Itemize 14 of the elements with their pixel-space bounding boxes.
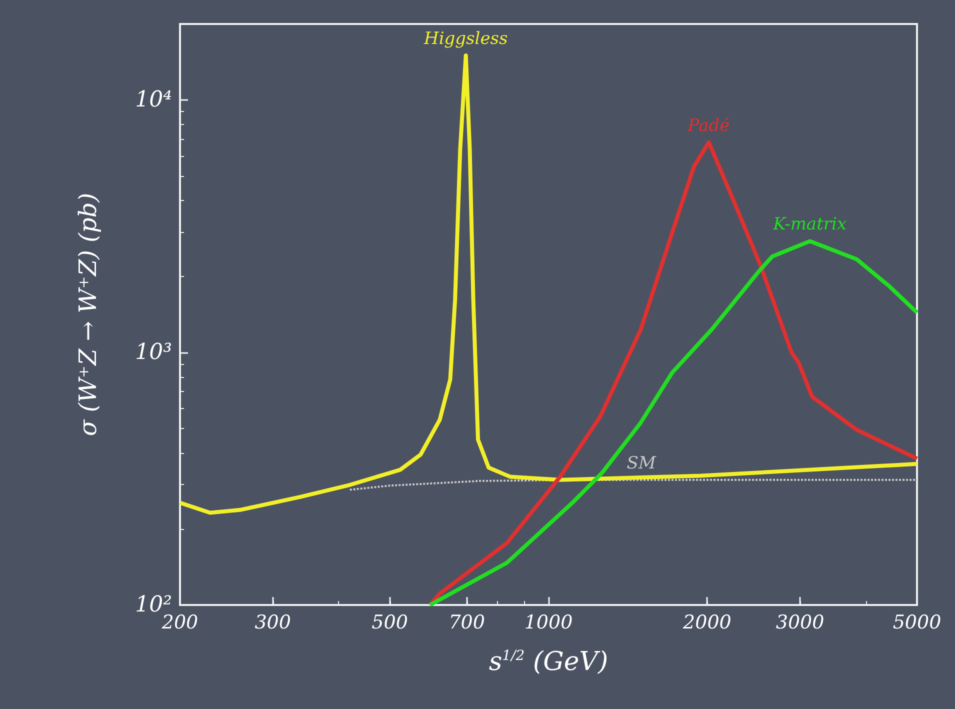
series-label: SM: [626, 453, 656, 474]
y-tick-label: 10⁴: [135, 88, 172, 113]
series-label: Higgsless: [423, 29, 508, 50]
x-tick-label: 500: [372, 612, 408, 634]
y-tick-label: 10³: [135, 340, 172, 366]
x-tick-label: 2000: [682, 612, 732, 634]
x-tick-label: 5000: [892, 612, 942, 634]
x-tick-label: 300: [254, 612, 291, 634]
x-tick-label: 3000: [776, 612, 824, 634]
series-label: Padé: [686, 116, 730, 136]
series-label: K-matrix: [772, 214, 847, 235]
y-axis-title: σ (W⁺Z → W⁺Z) (pb): [74, 192, 102, 436]
x-tick-label: 1000: [524, 612, 573, 634]
x-tick-label: 700: [448, 612, 485, 634]
